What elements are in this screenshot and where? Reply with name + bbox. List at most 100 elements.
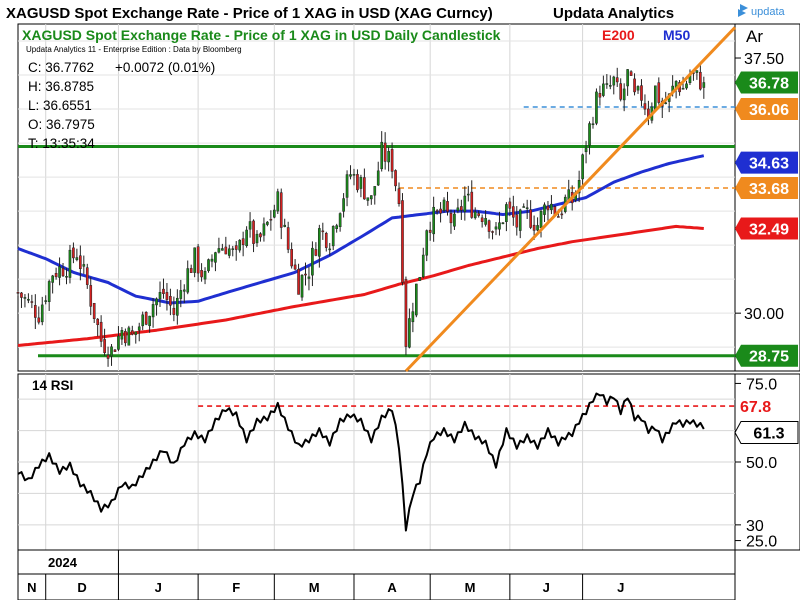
candle-body xyxy=(321,230,325,233)
price-tag-shape xyxy=(735,151,798,174)
candle-body xyxy=(331,226,335,247)
edition-note: Updata Analytics 11 - Enterprise Edition… xyxy=(26,45,242,54)
candle-body xyxy=(286,227,290,250)
candle-body xyxy=(505,204,508,222)
price-levels xyxy=(18,106,735,358)
candle-body xyxy=(480,217,484,222)
candle-body xyxy=(214,252,217,263)
month-label-2: J xyxy=(155,580,162,595)
candle-body xyxy=(58,266,61,278)
candle-body xyxy=(491,231,494,233)
readout-open: O: 36.7975 xyxy=(28,117,95,132)
candle-body xyxy=(61,268,65,277)
candle-body xyxy=(207,259,210,272)
candle-body xyxy=(425,230,429,256)
candle-body xyxy=(130,330,134,335)
candle-body xyxy=(702,82,706,88)
candle-body xyxy=(453,213,456,227)
candle-body xyxy=(421,254,425,278)
candle-body xyxy=(473,211,477,219)
rsi-title: 14 RSI xyxy=(32,378,73,393)
rsi-series-line xyxy=(17,392,705,532)
price-tag-shape xyxy=(735,217,798,240)
candle-body xyxy=(96,318,99,325)
candle-body xyxy=(262,223,266,236)
candle-body xyxy=(664,102,668,105)
candle-body xyxy=(117,335,120,350)
legend-e200: E200 xyxy=(602,27,635,43)
candle-body xyxy=(169,296,172,306)
month-label-6: M xyxy=(465,580,476,595)
candle-body xyxy=(186,268,190,293)
candle-body xyxy=(189,268,193,273)
candle-body xyxy=(605,83,609,85)
candle-body xyxy=(304,273,307,276)
header-publisher: Updata Analytics xyxy=(553,5,674,22)
candle-body xyxy=(390,149,394,172)
candle-body xyxy=(442,199,446,211)
candle-body xyxy=(255,233,259,244)
readout-high: H: 36.8785 xyxy=(28,79,94,94)
candle-body xyxy=(269,218,273,221)
candle-body xyxy=(418,276,422,281)
candle-body xyxy=(103,339,106,353)
candle-body xyxy=(176,297,179,316)
candle-body xyxy=(397,188,401,205)
candle-body xyxy=(127,327,131,346)
candle-body xyxy=(30,301,34,303)
candle-body xyxy=(182,289,186,292)
candle-body xyxy=(602,83,605,96)
candle-body xyxy=(151,304,155,318)
candle-body xyxy=(608,85,612,87)
readout-close: C: 36.7762 xyxy=(28,60,94,75)
corner-label: Ar xyxy=(746,27,763,46)
candle-body xyxy=(356,174,359,191)
candle-body xyxy=(300,274,304,298)
candle-body xyxy=(695,70,699,73)
rsi-current-tag-label: 61.3 xyxy=(753,425,784,442)
candle-body xyxy=(33,305,37,318)
candle-body xyxy=(266,221,269,225)
candle-body xyxy=(446,201,449,212)
candle-body xyxy=(629,71,633,76)
candle-body xyxy=(89,285,93,307)
price-tag-label: 36.78 xyxy=(749,76,789,93)
updata-logo: updata xyxy=(738,4,786,18)
candle-body xyxy=(484,218,487,225)
candle-body xyxy=(276,191,280,212)
candle-body xyxy=(47,281,51,303)
candle-body xyxy=(54,273,58,278)
candle-body xyxy=(401,200,404,283)
candle-body xyxy=(172,307,176,315)
candle-body xyxy=(633,78,636,93)
rsi-tick-label: 75.0 xyxy=(746,376,777,393)
candle-body xyxy=(366,197,370,201)
candle-body xyxy=(463,195,467,212)
candle-body xyxy=(85,267,89,285)
time-axis xyxy=(17,549,736,600)
candle-body xyxy=(654,85,657,110)
candle-body xyxy=(615,77,619,83)
candle-body xyxy=(51,275,54,283)
price-chart-title: XAGUSD Spot Exchange Rate - Price of 1 X… xyxy=(22,27,501,43)
candle-body xyxy=(245,229,248,247)
candle-body xyxy=(404,279,408,347)
candle-body xyxy=(124,331,127,344)
month-label-1: D xyxy=(77,580,86,595)
candle-body xyxy=(643,103,647,110)
price-tag-shape xyxy=(735,98,798,121)
candle-body xyxy=(612,76,616,86)
rsi-current-tag-shape xyxy=(734,420,799,444)
candle-body xyxy=(193,247,196,273)
price-tag-2: 34.63 xyxy=(735,151,798,174)
price-tag-1: 36.06 xyxy=(735,98,798,121)
candle-body xyxy=(550,203,553,211)
candle-body xyxy=(657,82,661,103)
candle-body xyxy=(200,270,203,278)
trendline xyxy=(404,26,737,373)
series-m50 xyxy=(17,154,705,305)
price-tag-0: 36.78 xyxy=(735,71,798,94)
price-tag-label: 34.63 xyxy=(749,156,789,173)
candle-body xyxy=(487,220,491,232)
